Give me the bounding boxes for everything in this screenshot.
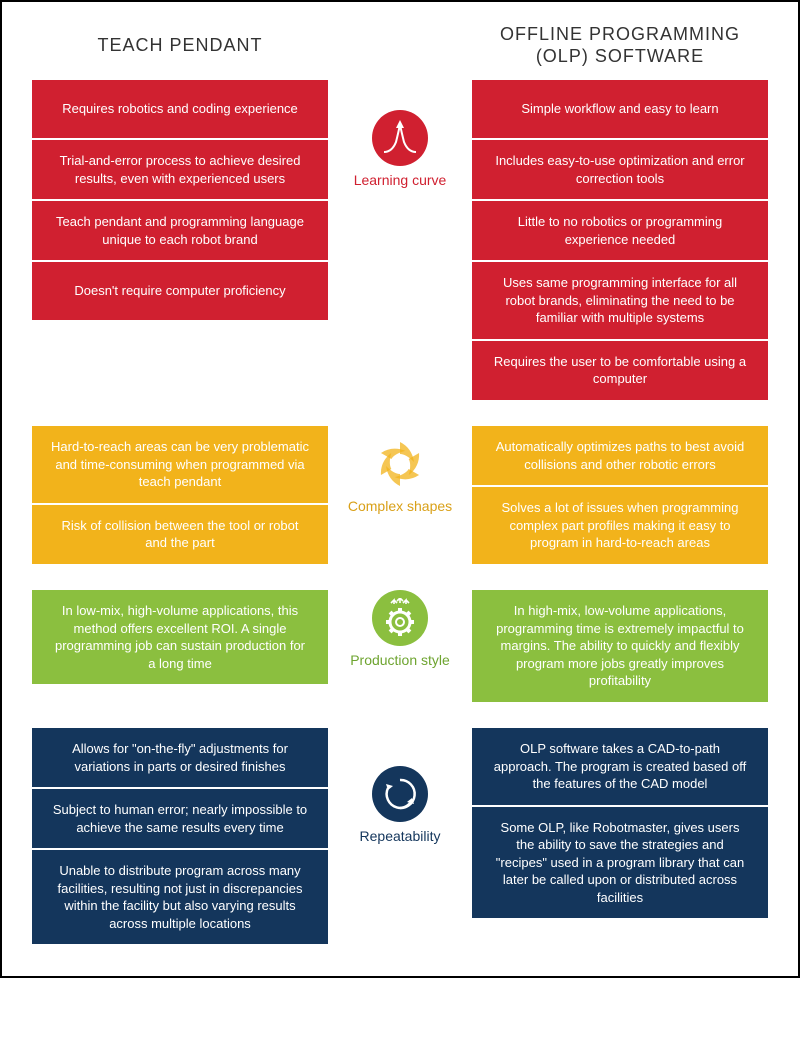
- center-section-learning-curve: Learning curve: [348, 80, 452, 400]
- comparison-box: Doesn't require computer proficiency: [32, 262, 328, 320]
- left-section-complex-shapes: Hard-to-reach areas can be very problema…: [32, 426, 328, 564]
- right-section-learning-curve: Simple workflow and easy to learnInclude…: [472, 80, 768, 400]
- comparison-box: Teach pendant and programming language u…: [32, 201, 328, 260]
- right-section-complex-shapes: Automatically optimizes paths to best av…: [472, 426, 768, 564]
- section-label: Production style: [350, 652, 450, 668]
- left-section-repeatability: Allows for "on-the-fly" adjustments for …: [32, 728, 328, 944]
- columns: TEACH PENDANT Requires robotics and codi…: [32, 22, 768, 946]
- section-label: Repeatability: [360, 828, 441, 844]
- right-section-production-style: In high-mix, low-volume applications, pr…: [472, 590, 768, 702]
- right-column: OFFLINE PROGRAMMING (OLP) SOFTWARE Simpl…: [472, 22, 768, 946]
- comparison-box: Some OLP, like Robotmaster, gives users …: [472, 807, 768, 919]
- gear-icon: [372, 590, 428, 646]
- comparison-infographic: TEACH PENDANT Requires robotics and codi…: [0, 0, 800, 978]
- center-column: Learning curve Complex shapes Production s…: [340, 22, 460, 946]
- left-header: TEACH PENDANT: [32, 22, 328, 70]
- section-label: Learning curve: [354, 172, 447, 188]
- swirl-icon: [372, 436, 428, 492]
- comparison-box: Subject to human error; nearly impossibl…: [32, 789, 328, 848]
- comparison-box: Risk of collision between the tool or ro…: [32, 505, 328, 564]
- comparison-box: Simple workflow and easy to learn: [472, 80, 768, 138]
- center-section-complex-shapes: Complex shapes: [348, 426, 452, 564]
- right-header: OFFLINE PROGRAMMING (OLP) SOFTWARE: [472, 22, 768, 70]
- comparison-box: Solves a lot of issues when programming …: [472, 487, 768, 564]
- comparison-box: Automatically optimizes paths to best av…: [472, 426, 768, 485]
- section-label: Complex shapes: [348, 498, 452, 514]
- comparison-box: Requires robotics and coding experience: [32, 80, 328, 138]
- center-section-repeatability: Repeatability: [348, 728, 452, 944]
- left-column: TEACH PENDANT Requires robotics and codi…: [32, 22, 328, 946]
- left-section-learning-curve: Requires robotics and coding experienceT…: [32, 80, 328, 400]
- comparison-box: Hard-to-reach areas can be very problema…: [32, 426, 328, 503]
- comparison-box: Trial-and-error process to achieve desir…: [32, 140, 328, 199]
- comparison-box: In low-mix, high-volume applications, th…: [32, 590, 328, 684]
- cycle-icon: [372, 766, 428, 822]
- right-section-repeatability: OLP software takes a CAD-to-path approac…: [472, 728, 768, 944]
- comparison-box: Unable to distribute program across many…: [32, 850, 328, 944]
- comparison-box: Allows for "on-the-fly" adjustments for …: [32, 728, 328, 787]
- comparison-box: Includes easy-to-use optimization and er…: [472, 140, 768, 199]
- comparison-box: Little to no robotics or programming exp…: [472, 201, 768, 260]
- left-section-production-style: In low-mix, high-volume applications, th…: [32, 590, 328, 702]
- curve-icon: [372, 110, 428, 166]
- comparison-box: In high-mix, low-volume applications, pr…: [472, 590, 768, 702]
- comparison-box: Uses same programming interface for all …: [472, 262, 768, 339]
- comparison-box: OLP software takes a CAD-to-path approac…: [472, 728, 768, 805]
- comparison-box: Requires the user to be comfortable usin…: [472, 341, 768, 400]
- center-section-production-style: Production style: [348, 590, 452, 702]
